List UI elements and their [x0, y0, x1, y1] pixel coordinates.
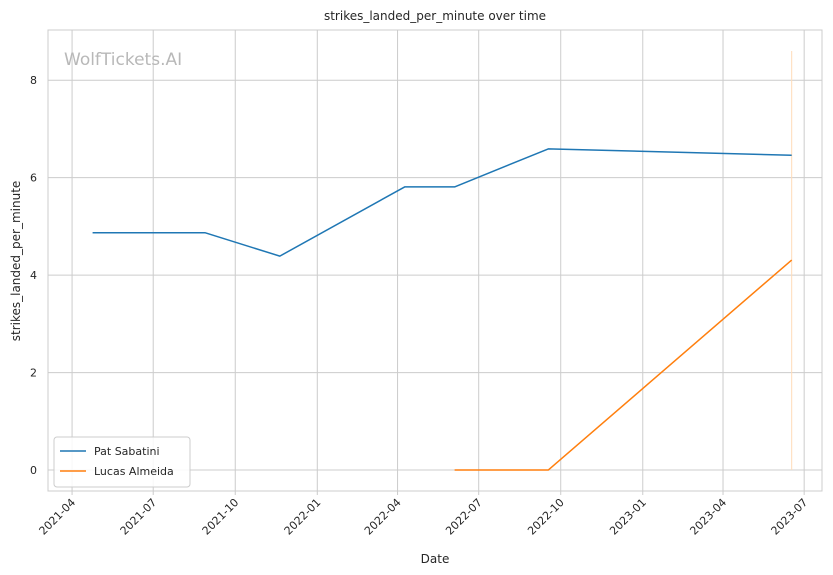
series-lines [92, 148, 793, 471]
x-axis-title: Date [421, 552, 450, 566]
legend: Pat Sabatini Lucas Almeida [53, 436, 191, 488]
legend-label: Lucas Almeida [94, 465, 174, 478]
y-tick-label: 6 [30, 172, 37, 185]
plot-area-frame [47, 29, 823, 492]
series-line-1 [454, 259, 793, 471]
y-tick-label: 2 [30, 367, 37, 380]
y-tick-label: 8 [30, 74, 37, 87]
y-tick-label: 4 [30, 269, 37, 282]
watermark: WolfTickets.AI [64, 50, 182, 70]
legend-label: Pat Sabatini [94, 445, 160, 458]
y-axis-ticks: 0 2 4 6 8 [30, 74, 37, 477]
legend-box [53, 436, 191, 488]
series-line-0 [92, 148, 792, 257]
y-axis-title: strikes_landed_per_minute [9, 181, 23, 342]
y-tick-label: 0 [30, 464, 37, 477]
chart-title: strikes_landed_per_minute over time [324, 9, 546, 23]
